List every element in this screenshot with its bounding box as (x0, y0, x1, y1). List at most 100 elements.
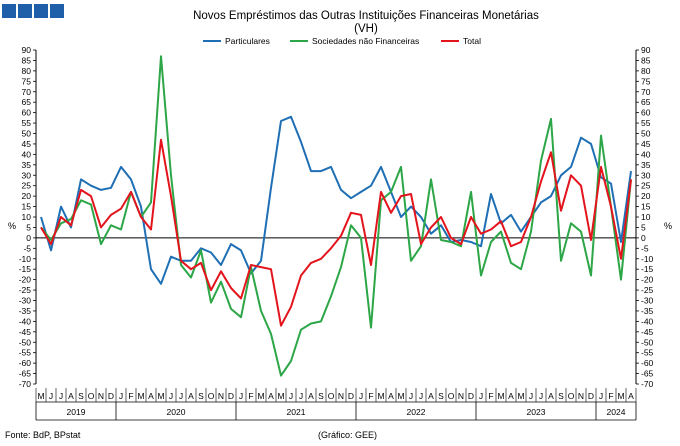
y-tick-label-left: 5 (26, 222, 31, 232)
y-tick-label-right: 20 (641, 191, 651, 201)
y-tick-label-right: 40 (641, 149, 651, 159)
y-tick-label-right: -10 (641, 254, 654, 264)
month-label: S (438, 391, 444, 401)
y-tick-label-left: 65 (22, 97, 32, 107)
y-tick-label-right: -65 (641, 369, 654, 379)
month-label: F (368, 391, 373, 401)
month-label: N (578, 391, 584, 401)
month-label: A (388, 391, 394, 401)
y-tick-label-left: 35 (22, 160, 32, 170)
month-label: M (277, 391, 284, 401)
month-label: S (318, 391, 324, 401)
y-tick-label-right: 75 (641, 76, 651, 86)
y-tick-label-right: 35 (641, 160, 651, 170)
y-tick-label-right: 25 (641, 181, 651, 191)
month-label: J (179, 391, 183, 401)
year-label-2022: 2022 (407, 407, 426, 417)
y-tick-label-left: -5 (23, 243, 31, 253)
y-tick-label-right: 90 (641, 45, 651, 55)
y-tick-label-left: 0 (26, 233, 31, 243)
y-axis-label-right: % (664, 221, 672, 231)
legend-label-total: Total (463, 36, 481, 46)
y-tick-label-right: 15 (641, 202, 651, 212)
logo (2, 4, 64, 20)
month-label: J (289, 391, 293, 401)
month-label: J (119, 391, 123, 401)
y-tick-label-right: -40 (641, 316, 654, 326)
chart-title: Novos Empréstimos das Outras Instituiçõe… (193, 10, 539, 22)
month-label: J (599, 391, 603, 401)
legend: Particulares Sociedades não Financeiras … (203, 36, 481, 46)
legend-label-sociedades: Sociedades não Financeiras (312, 36, 419, 46)
y-tick-label-left: -30 (19, 296, 32, 306)
month-label: J (479, 391, 483, 401)
y-tick-label-right: -70 (641, 379, 654, 389)
y-tick-label-right: 10 (641, 212, 651, 222)
legend-label-particulares: Particulares (225, 36, 270, 46)
month-label: D (228, 391, 234, 401)
month-label: N (218, 391, 224, 401)
month-label: M (377, 391, 384, 401)
y-tick-label-left: 60 (22, 108, 32, 118)
year-label-2023: 2023 (527, 407, 546, 417)
month-label: S (558, 391, 564, 401)
y-tick-label-right: -5 (641, 243, 649, 253)
y-tick-label-right: 45 (641, 139, 651, 149)
y-tick-label-right: 5 (641, 222, 646, 232)
month-label: O (328, 391, 335, 401)
month-label: M (37, 391, 44, 401)
y-tick-label-right: -20 (641, 275, 654, 285)
y-tick-label-right: -50 (641, 337, 654, 347)
y-tick-label-left: -65 (19, 369, 32, 379)
y-tick-label-left: 50 (22, 129, 32, 139)
month-label: M (517, 391, 524, 401)
axes: -70 -70-65 -65-60 -60-55 -55-50 -50-45 -45-40-… (19, 45, 654, 389)
month-label: A (548, 391, 554, 401)
y-axis-label-left: % (8, 221, 16, 231)
y-tick-label-left: -40 (19, 316, 32, 326)
month-label: O (568, 391, 575, 401)
y-tick-label-left: 75 (22, 76, 32, 86)
y-tick-label-right: 85 (641, 55, 651, 65)
y-tick-label-left: 30 (22, 170, 32, 180)
y-tick-label-right: 70 (641, 87, 651, 97)
y-tick-label-left: 40 (22, 149, 32, 159)
legend-item-particulares: Particulares (203, 36, 270, 46)
y-tick-label-left: -10 (19, 254, 32, 264)
y-tick-label-right: -45 (641, 327, 654, 337)
month-label: F (248, 391, 253, 401)
year-label-2021: 2021 (287, 407, 306, 417)
legend-item-sociedades: Sociedades não Financeiras (290, 36, 419, 46)
y-tick-label-left: -60 (19, 358, 32, 368)
month-label: M (617, 391, 624, 401)
y-tick-label-right: 60 (641, 108, 651, 118)
month-label: J (49, 391, 53, 401)
month-label: S (78, 391, 84, 401)
y-tick-label-right: -55 (641, 348, 654, 358)
month-label: J (299, 391, 303, 401)
y-tick-label-right: 55 (641, 118, 651, 128)
month-label: A (308, 391, 314, 401)
y-tick-label-left: 85 (22, 55, 32, 65)
y-tick-label-left: -55 (19, 348, 32, 358)
y-tick-label-right: -15 (641, 264, 654, 274)
month-label: D (588, 391, 594, 401)
month-label: A (428, 391, 434, 401)
month-label: A (188, 391, 194, 401)
series-line-sociedades (40, 55, 632, 377)
month-label: M (157, 391, 164, 401)
month-label: A (628, 391, 634, 401)
y-tick-label-left: 90 (22, 45, 32, 55)
month-label: O (208, 391, 215, 401)
y-tick-label-right: 80 (641, 66, 651, 76)
month-label: M (257, 391, 264, 401)
y-tick-label-left: 15 (22, 202, 32, 212)
month-label: J (539, 391, 543, 401)
month-label: D (348, 391, 354, 401)
year-label-2024: 2024 (607, 407, 626, 417)
month-label: A (148, 391, 154, 401)
y-tick-label-right: -60 (641, 358, 654, 368)
month-label: J (409, 391, 413, 401)
